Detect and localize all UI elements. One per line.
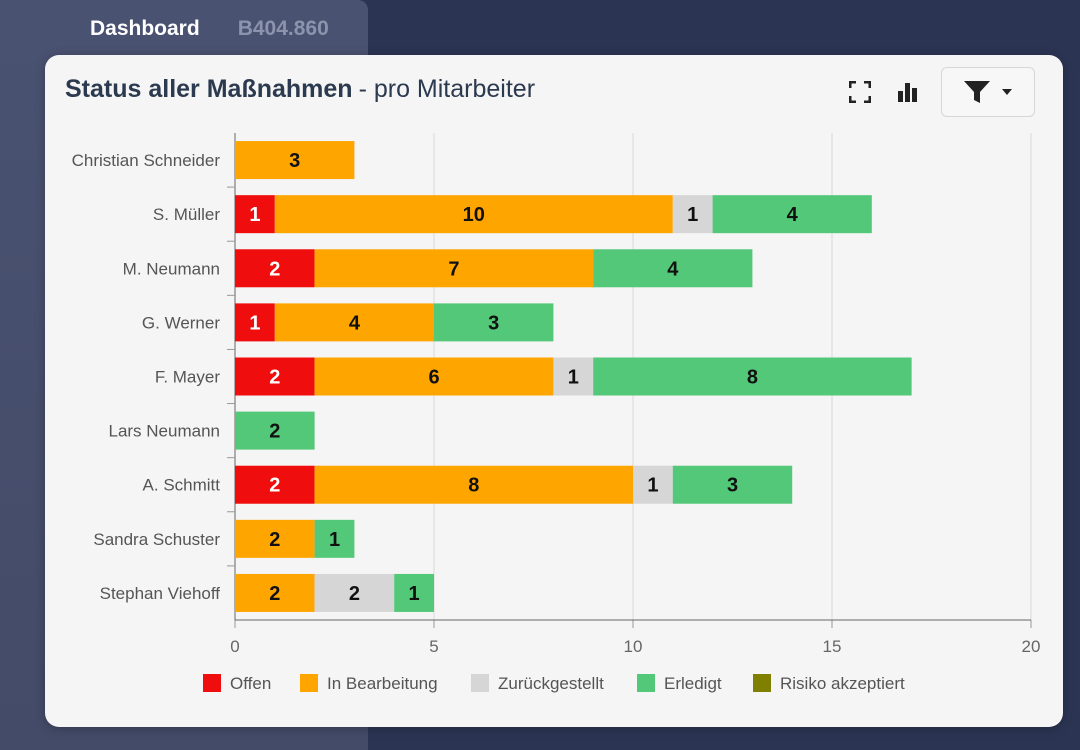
chart-card: Status aller Maßnahmen - pro Mitarbeiter…	[45, 55, 1063, 727]
legend-item: Zurückgestellt	[498, 674, 604, 693]
bar-segment	[314, 573, 395, 612]
filter-icon	[964, 81, 990, 103]
bar-segment	[593, 357, 912, 396]
legend-swatch	[753, 674, 771, 692]
category-label: A. Schmitt	[143, 476, 221, 495]
bar-segment	[235, 303, 275, 342]
category-label: M. Neumann	[123, 259, 220, 278]
data-label: 10	[463, 204, 485, 226]
data-label: 2	[269, 475, 280, 497]
bar-segment	[633, 465, 673, 504]
bar-segment	[712, 195, 872, 234]
data-label: 1	[687, 204, 698, 226]
x-tick-label: 0	[230, 637, 239, 656]
legend-swatch	[471, 674, 489, 692]
bar-segment	[235, 141, 355, 180]
category-label: Sandra Schuster	[93, 530, 220, 549]
x-tick-label: 20	[1022, 637, 1041, 656]
bar-segment	[235, 411, 315, 450]
bar-segment	[672, 465, 793, 504]
data-label: 8	[747, 367, 758, 389]
legend-item: Risiko akzeptiert	[780, 674, 905, 693]
data-label: 7	[448, 258, 459, 280]
bar-chart-icon	[898, 83, 917, 102]
data-label: 1	[249, 204, 260, 226]
legend-item: Erledigt	[664, 674, 722, 693]
data-label: 2	[269, 421, 280, 443]
bar-segment	[434, 303, 554, 342]
data-label: 2	[269, 258, 280, 280]
top-nav: Dashboard B404.860	[90, 14, 329, 44]
category-label: Christian Schneider	[72, 151, 221, 170]
x-tick-label: 10	[624, 637, 643, 656]
data-label: 4	[667, 258, 679, 280]
card-subtitle: - pro Mitarbeiter	[358, 75, 536, 103]
data-label: 1	[249, 312, 260, 334]
card-title: Status aller Maßnahmen	[65, 75, 353, 103]
data-label: 1	[647, 475, 658, 497]
data-label: 2	[269, 583, 280, 605]
bar-segment	[235, 195, 275, 234]
bar-segment	[314, 249, 594, 288]
data-label: 1	[409, 583, 420, 605]
category-label: F. Mayer	[155, 368, 221, 387]
card-header: Status aller Maßnahmen - pro Mitarbeiter	[65, 75, 535, 109]
data-label: 3	[289, 150, 300, 172]
filter-dropdown-button[interactable]	[941, 67, 1035, 117]
bar-segment	[314, 519, 355, 558]
bar-segment	[235, 249, 315, 288]
data-label: 8	[468, 475, 479, 497]
data-label: 1	[329, 529, 340, 551]
legend-swatch	[300, 674, 318, 692]
data-label: 4	[787, 204, 799, 226]
stacked-bar-chart: 0 5 10 15 20 Christian Schneider S. Müller M. N…	[72, 133, 1041, 693]
caret-down-icon	[1002, 89, 1012, 95]
tab-dashboard[interactable]: Dashboard	[90, 17, 200, 40]
bar-segment	[553, 357, 594, 396]
data-label: 4	[349, 312, 361, 334]
chart-type-button[interactable]	[893, 77, 923, 107]
category-label: Lars Neumann	[108, 422, 220, 441]
data-label: 2	[269, 367, 280, 389]
bar-segment	[235, 357, 315, 396]
data-label: 3	[727, 475, 738, 497]
category-label: S. Müller	[153, 205, 220, 224]
tab-object-id[interactable]: B404.860	[237, 17, 329, 40]
bar-segment	[235, 573, 315, 612]
bar-segment	[274, 303, 434, 342]
bar-segment	[314, 357, 554, 396]
bar-segment	[394, 573, 434, 612]
category-label: Stephan Viehoff	[100, 584, 221, 603]
bar-segment	[672, 195, 713, 234]
bar-segment	[314, 465, 633, 504]
x-tick-label: 5	[429, 637, 438, 656]
data-label: 1	[568, 367, 579, 389]
legend-swatch	[203, 674, 221, 692]
fullscreen-button[interactable]	[845, 77, 875, 107]
bar-segment	[235, 465, 315, 504]
category-label: G. Werner	[142, 313, 220, 332]
bar-segment	[274, 195, 673, 234]
card-toolbar	[845, 67, 1035, 117]
data-label: 2	[349, 583, 360, 605]
legend-item: In Bearbeitung	[327, 674, 438, 693]
data-label: 6	[428, 367, 439, 389]
bar-segment	[235, 519, 315, 558]
x-tick-label: 15	[823, 637, 842, 656]
legend-swatch	[637, 674, 655, 692]
data-label: 2	[269, 529, 280, 551]
data-label: 3	[488, 312, 499, 334]
bar-segment	[593, 249, 753, 288]
legend-item: Offen	[230, 674, 271, 693]
fullscreen-icon	[849, 81, 871, 103]
